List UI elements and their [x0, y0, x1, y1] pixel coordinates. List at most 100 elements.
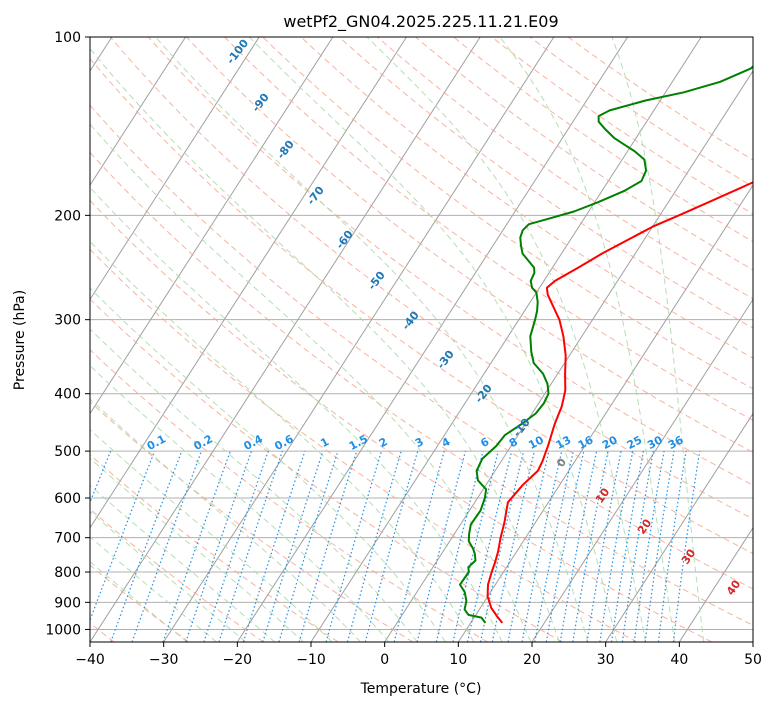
mixing-ratio-label: 20: [600, 433, 620, 452]
mixing-ratio-line: [452, 450, 499, 642]
mixing-ratio-line: [572, 450, 609, 642]
x-tick-label: −40: [75, 652, 105, 668]
moist-adiabat-line: [611, 37, 705, 642]
mixing-ratio-line: [242, 450, 306, 642]
dewpoint-profile-line: [459, 65, 753, 624]
dry-adiabat-line: [262, 37, 753, 390]
mixing-ratio-line: [364, 450, 419, 642]
mixing-ratio-line: [479, 450, 525, 642]
mixing-ratio-label: 16: [576, 433, 596, 452]
moist-adiabat-line: [90, 510, 246, 642]
mixing-ratio-line: [298, 450, 358, 642]
mixing-ratio-line: [162, 450, 231, 642]
dry-adiabat-line: [376, 37, 753, 300]
isotherm-line: [678, 526, 753, 642]
x-tick-label: −20: [223, 652, 253, 668]
y-tick-label: 500: [54, 444, 81, 460]
dry-adiabat-line: [90, 199, 712, 642]
dry-adiabat-line: [567, 37, 753, 161]
isotherm-line: [236, 37, 628, 642]
mixing-ratio-label: 13: [554, 433, 574, 452]
mixing-ratio-line: [416, 450, 467, 642]
dry-adiabat-line: [90, 104, 753, 590]
dry-adiabat-line: [90, 248, 638, 642]
y-tick-label: 400: [54, 387, 81, 403]
dry-adiabat-line: [90, 298, 563, 642]
x-tick-label: 10: [449, 652, 467, 668]
y-tick-label: 1000: [45, 622, 81, 638]
moist-adiabat-line: [90, 287, 446, 642]
moist-adiabat-line: [249, 37, 618, 642]
moist-adiabat-line: [90, 428, 333, 642]
x-tick-label: −10: [296, 652, 326, 668]
mixing-ratio-line: [325, 450, 383, 642]
y-tick-label: 900: [54, 595, 81, 611]
dry-adiabat-line: [90, 151, 753, 626]
x-tick-label: 30: [597, 652, 615, 668]
mixing-ratio-line: [657, 451, 687, 642]
mixing-ratio-label: 36: [666, 433, 686, 452]
moist-adiabat-line: [90, 560, 188, 642]
mixing-ratio-line: [599, 450, 634, 642]
x-tick-label: −30: [149, 652, 179, 668]
mixing-ratio-line: [545, 450, 585, 642]
isotherm-line: [90, 37, 260, 301]
mixing-ratio-line: [393, 450, 445, 642]
isotherm-line: [605, 412, 753, 642]
mixing-ratio-line: [534, 450, 574, 642]
dry-adiabat-line: [300, 37, 753, 359]
moist-adiabat-line: [366, 37, 647, 642]
moist-adiabat-line: [90, 47, 560, 642]
mixing-ratio-label: 30: [645, 433, 665, 452]
mixing-ratio-line: [491, 450, 535, 642]
mixing-ratio-lines: [90, 450, 701, 642]
y-axis-ticks: 100 200 300 400 500 600 700 800 900 1000: [45, 30, 90, 638]
dry-adiabat-line: [90, 400, 414, 642]
x-tick-label: 0: [380, 652, 389, 668]
x-tick-label: 50: [744, 652, 762, 668]
mixing-ratio-line: [559, 450, 598, 642]
y-tick-label: 300: [54, 313, 81, 329]
moist-adiabat-line: [90, 364, 390, 642]
isotherm-line: [90, 37, 407, 529]
mixing-ratio-line: [507, 450, 550, 642]
moist-adiabat-line: [90, 457, 304, 642]
isotherm-line: [531, 298, 753, 642]
dry-adiabat-line: [147, 37, 753, 486]
mixing-ratio-line: [633, 450, 665, 642]
x-tick-label: 40: [670, 652, 688, 668]
chart-title: wetPf2_GN04.2025.225.11.21.E09: [283, 12, 558, 32]
moist-adiabat-line: [155, 37, 589, 642]
y-tick-label: 200: [54, 208, 81, 224]
moist-adiabat-line: [90, 484, 275, 642]
mixing-ratio-label: 10: [526, 433, 546, 452]
moist-adiabat-line: [90, 240, 475, 642]
moist-adiabat-line: [499, 37, 676, 642]
plot-frame: [89, 36, 754, 643]
mixing-ratio-line: [466, 450, 513, 642]
y-tick-label: 700: [54, 531, 81, 547]
mixing-ratio-label: 25: [625, 433, 645, 452]
mixing-ratio-line: [611, 450, 645, 642]
x-tick-label: 20: [523, 652, 541, 668]
mixing-ratio-line: [644, 451, 675, 642]
mixing-ratio-line: [521, 450, 563, 642]
profile-lines: [459, 65, 753, 624]
x-axis-ticks: −40 −30 −20 −10 0 10 20 30 40 50: [75, 642, 762, 668]
mixing-ratio-line: [262, 450, 324, 642]
mixing-ratio-line: [131, 450, 203, 642]
isotherm-line: [90, 37, 186, 187]
y-axis-label: Pressure (hPa): [12, 290, 28, 390]
mixing-ratio-line: [672, 451, 701, 642]
y-tick-label: 800: [54, 565, 81, 581]
moist-adiabat-line: [90, 186, 503, 642]
mixing-ratio-line: [278, 450, 339, 642]
mixing-ratio-line: [586, 450, 622, 642]
dry-adiabat-line: [90, 454, 339, 642]
temperature-profile-line: [486, 181, 753, 624]
x-axis-label: Temperature (°C): [360, 681, 482, 697]
mixing-ratio-line: [621, 450, 654, 642]
isotherm-line: [163, 37, 555, 642]
